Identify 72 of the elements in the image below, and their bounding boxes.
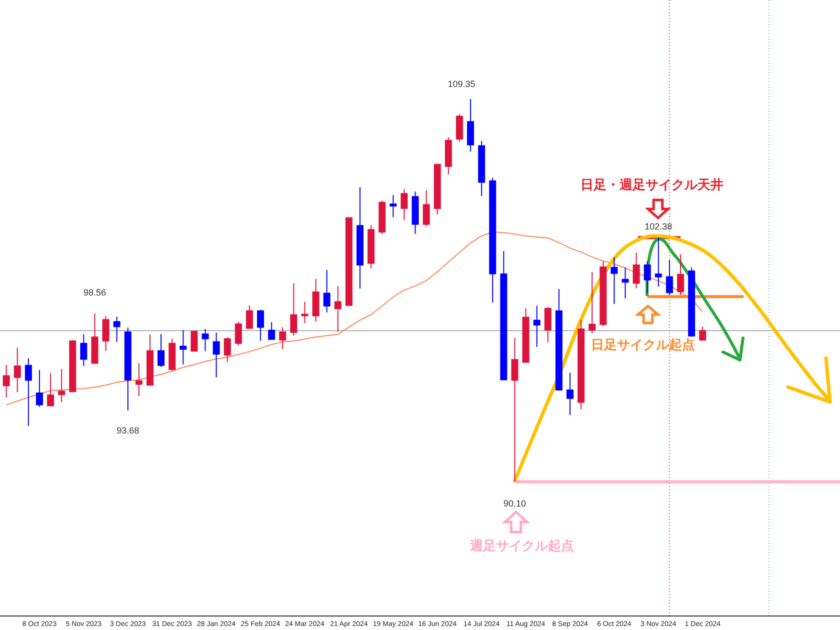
candlestick (588, 271, 596, 334)
candlestick (180, 330, 187, 365)
candlestick (368, 224, 375, 269)
candlestick (677, 254, 684, 296)
candlestick (47, 372, 54, 406)
annotation: 日足・週足サイクル天井 (580, 178, 724, 193)
candlestick (224, 336, 231, 363)
candlestick (2, 364, 10, 398)
candlestick (202, 328, 209, 352)
candlestick (290, 282, 298, 336)
candlestick (91, 313, 98, 364)
candlestick (422, 190, 430, 227)
candlestick (102, 316, 110, 352)
candlestick (600, 261, 607, 327)
annotation: 102.38 (644, 222, 672, 232)
candlestick (212, 332, 220, 378)
candlestick (467, 98, 474, 152)
annotation: 90.10 (503, 498, 526, 509)
candlestick (688, 266, 696, 338)
text: 週足サイクル起点 (469, 538, 574, 554)
candlestick (699, 326, 706, 342)
candlestick (666, 260, 673, 296)
candlestick (356, 186, 364, 290)
candlestick (323, 269, 330, 313)
candlestick (168, 338, 176, 372)
candlestick (36, 369, 43, 408)
candlestick (246, 304, 253, 329)
candlestick (234, 321, 242, 346)
candlestick (500, 250, 508, 381)
candlestick (69, 339, 76, 393)
candlestick (522, 308, 530, 363)
candlestick (257, 309, 264, 342)
candlestick (312, 278, 320, 322)
candlestick (610, 256, 618, 304)
candlestick (301, 301, 308, 324)
candlestick (190, 330, 198, 352)
candlestick (58, 368, 66, 402)
candlestick (444, 136, 452, 175)
candlestick (124, 327, 132, 412)
candlestick (400, 188, 408, 221)
candlestick (80, 334, 88, 366)
candlestick (14, 347, 21, 393)
candlestick (334, 286, 342, 332)
candlestick (632, 252, 640, 289)
candlestick (158, 333, 165, 368)
candlestick (644, 260, 651, 294)
annotation: 日足サイクル起点 (591, 337, 695, 353)
annotation: 98.56 (83, 288, 106, 298)
candlestick (378, 200, 386, 234)
candlestick (146, 334, 154, 386)
candlestick (566, 372, 574, 416)
candlestick (511, 337, 518, 482)
candlestick (268, 322, 276, 340)
candlestick (456, 114, 463, 142)
candlestick (412, 191, 419, 234)
candlestick (135, 362, 142, 397)
candlestick (555, 288, 562, 391)
candlestick (578, 320, 585, 410)
candlestick (533, 305, 540, 348)
candlestick (24, 358, 32, 427)
candlestick (544, 306, 552, 343)
candlestick (390, 194, 397, 218)
annotation: 93.68 (116, 426, 140, 436)
candlestick (345, 217, 352, 306)
candlestick (622, 266, 629, 299)
candlestick (113, 316, 120, 342)
annotation: 109.35 (448, 79, 476, 89)
candlestick (489, 177, 496, 303)
candlestick (478, 140, 486, 197)
candlestick (434, 164, 441, 216)
candlestick (654, 237, 662, 288)
candlestick (279, 326, 286, 350)
